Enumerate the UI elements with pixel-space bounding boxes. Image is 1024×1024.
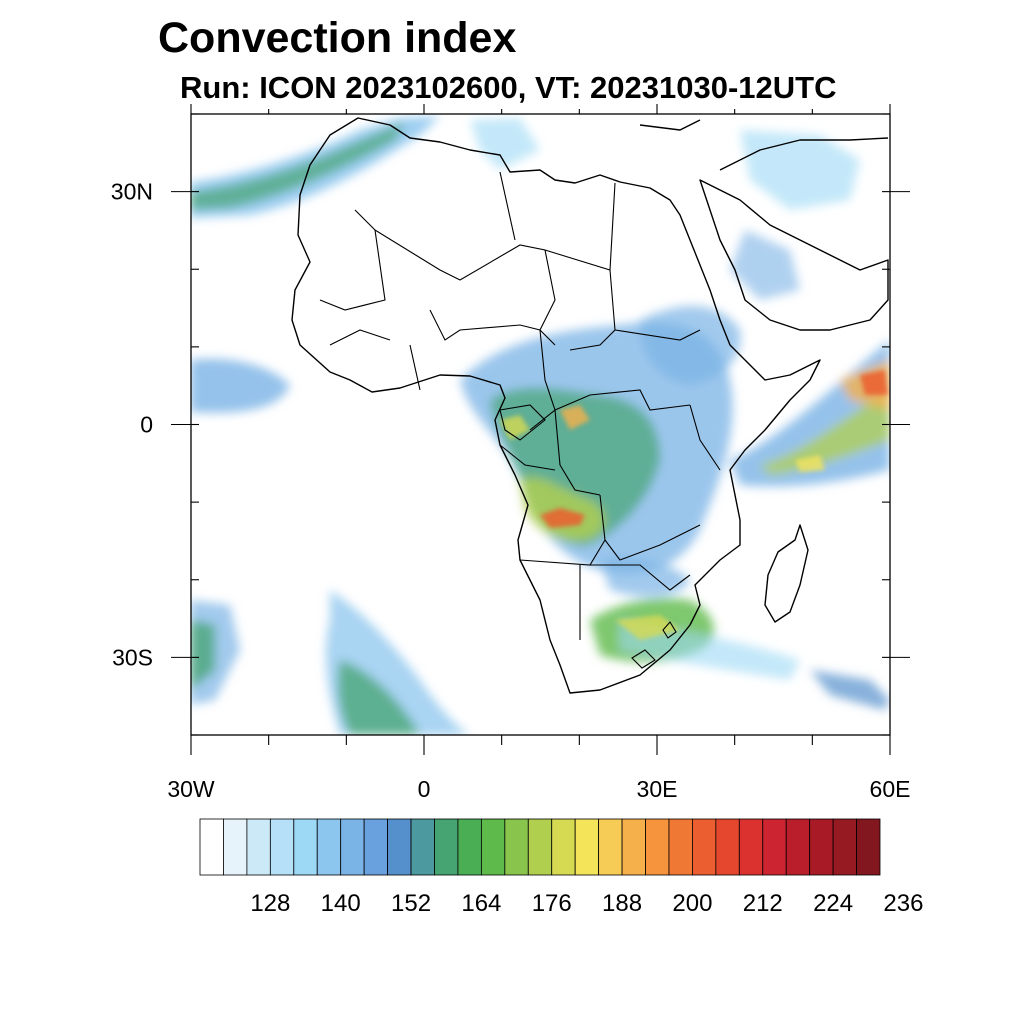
colorbar-swatch <box>785 818 811 876</box>
chart-subtitle: Run: ICON 2023102600, VT: 20231030-12UTC <box>180 70 837 105</box>
colorbar-swatch <box>293 818 318 876</box>
y-tick-label: 30N <box>111 179 153 205</box>
colorbar-swatch <box>410 818 435 876</box>
africa-coastline <box>291 117 889 694</box>
colorbar-label: 140 <box>321 890 361 917</box>
colorbar-swatch <box>434 818 459 876</box>
colorbar-label: 176 <box>532 890 572 917</box>
colorbar-label: 188 <box>602 890 642 917</box>
colorbar-swatch <box>199 818 224 876</box>
colorbar-swatch <box>246 818 271 876</box>
field-blob-gulf-of-guinea-west <box>191 358 290 413</box>
colorbar-swatch <box>832 818 857 876</box>
colorbar-label: 212 <box>743 890 783 917</box>
colorbar-label: 164 <box>461 890 501 917</box>
colorbar-label: 224 <box>813 890 853 917</box>
colorbar-swatch <box>223 818 248 876</box>
colorbar-swatch <box>527 818 553 876</box>
colorbar-swatch <box>363 818 388 876</box>
colorbar-label: 236 <box>883 890 923 917</box>
axis-ticks: 30W 0 30E 60E 30N 0 30S <box>111 104 911 802</box>
colorbar-swatch <box>621 818 646 876</box>
x-tick-label: 60E <box>870 776 911 802</box>
x-tick-label: 30W <box>167 776 215 802</box>
y-tick-label: 0 <box>140 412 153 438</box>
colorbar-label: 128 <box>250 890 290 917</box>
colorbar-swatch <box>692 818 717 876</box>
colorbar-swatch <box>715 818 740 876</box>
colorbar-label: 152 <box>391 890 431 917</box>
colorbar-swatch <box>340 818 365 876</box>
colorbar-swatch <box>387 818 412 876</box>
madagascar-coastline <box>764 524 809 623</box>
x-tick-label: 30E <box>637 776 678 802</box>
colorbar-swatch <box>480 818 506 876</box>
convection-field <box>191 116 890 735</box>
colorbar-swatch <box>645 818 670 876</box>
chart-title: Convection index <box>158 14 517 62</box>
colorbar-swatch <box>762 818 787 876</box>
colorbar-label: 200 <box>672 890 712 917</box>
colorbar-swatch <box>269 818 295 876</box>
colorbar-swatch <box>598 818 623 876</box>
colorbar-swatch <box>504 818 529 876</box>
x-tick-label: 0 <box>418 776 431 802</box>
colorbar: 128 140 152 164 176 188 200 212 224 236 <box>199 818 923 917</box>
y-tick-label: 30S <box>112 644 153 670</box>
country-borders <box>319 171 721 669</box>
colorbar-swatch <box>668 818 693 876</box>
colorbar-swatch <box>809 818 834 876</box>
colorbar-swatch <box>551 818 576 876</box>
colorbar-swatch <box>738 818 764 876</box>
colorbar-swatch <box>856 818 881 876</box>
colorbar-swatch <box>457 818 482 876</box>
colorbar-swatch <box>316 818 342 876</box>
colorbar-swatch <box>574 818 600 876</box>
arabian-peninsula-coastline <box>699 179 889 331</box>
